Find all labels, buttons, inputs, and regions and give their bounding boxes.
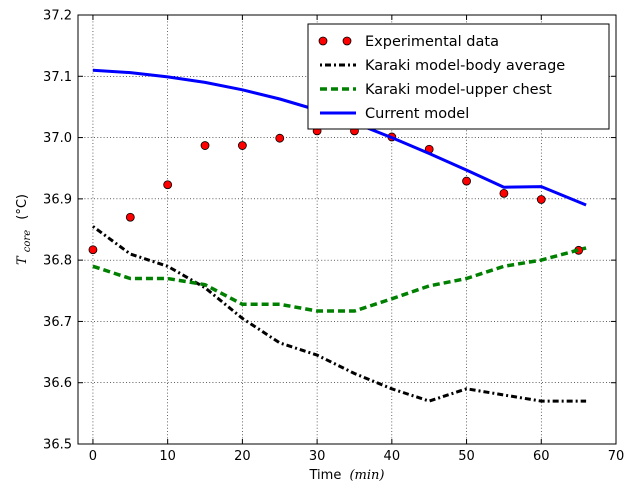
x-axis-label-text: Time bbox=[309, 468, 342, 483]
legend: Experimental data Karaki model-body avera… bbox=[307, 23, 610, 130]
x-tick-label: 70 bbox=[608, 449, 625, 464]
y-tick-label: 36.6 bbox=[43, 376, 72, 391]
legend-label: Experimental data bbox=[365, 34, 499, 50]
x-tick-label: 40 bbox=[384, 449, 401, 464]
y-axis-label-symbol: T bbox=[15, 255, 30, 265]
plot-frame bbox=[77, 14, 617, 445]
data-point bbox=[200, 141, 210, 150]
x-axis-label-unit: (min) bbox=[349, 468, 384, 483]
x-axis-label: Time (min) bbox=[309, 468, 385, 483]
series-line bbox=[92, 246, 587, 313]
x-tick-label: 50 bbox=[458, 449, 475, 464]
series-line bbox=[92, 225, 587, 403]
y-tick-label: 36.9 bbox=[43, 192, 72, 207]
legend-marker bbox=[342, 36, 352, 46]
data-point bbox=[163, 180, 173, 190]
y-tick-label: 36.5 bbox=[43, 438, 72, 453]
x-tick-label: 20 bbox=[234, 449, 251, 464]
data-point bbox=[125, 212, 135, 222]
x-tick-label: 60 bbox=[533, 449, 550, 464]
data-point bbox=[462, 176, 471, 186]
y-tick-label: 37.0 bbox=[43, 131, 72, 146]
legend-label: Karaki model-body average bbox=[365, 58, 565, 74]
series-karaki-model-body-average bbox=[92, 225, 587, 403]
y-axis-label-subscript: core bbox=[22, 230, 33, 252]
data-point bbox=[237, 141, 247, 150]
legend-box bbox=[307, 23, 610, 130]
x-tick-label: 30 bbox=[309, 449, 326, 464]
x-tick-label: 10 bbox=[159, 449, 176, 464]
legend-label: Current model bbox=[365, 106, 469, 122]
y-axis-label-unit: (°C) bbox=[15, 194, 30, 220]
x-tick-label: 0 bbox=[89, 449, 97, 464]
data-point bbox=[275, 133, 285, 143]
y-tick-label: 36.8 bbox=[43, 254, 72, 269]
series-karaki-model-upper-chest bbox=[92, 246, 587, 313]
data-point bbox=[499, 188, 509, 198]
y-tick-label: 37.2 bbox=[43, 9, 72, 24]
series-experimental-data bbox=[88, 126, 584, 255]
axis-ticks: 0 10 20 30 40 50 60 70 36.5 36.6 36.7 36.8 36.9 37.0 3… bbox=[43, 9, 624, 465]
y-tick-label: 37.1 bbox=[43, 70, 72, 85]
y-axis-label: T core (°C) bbox=[15, 194, 34, 265]
legend-marker bbox=[318, 36, 328, 46]
y-tick-label: 36.7 bbox=[43, 315, 72, 330]
data-point bbox=[88, 245, 98, 255]
data-point bbox=[536, 195, 546, 204]
legend-label: Karaki model-upper chest bbox=[365, 82, 552, 98]
